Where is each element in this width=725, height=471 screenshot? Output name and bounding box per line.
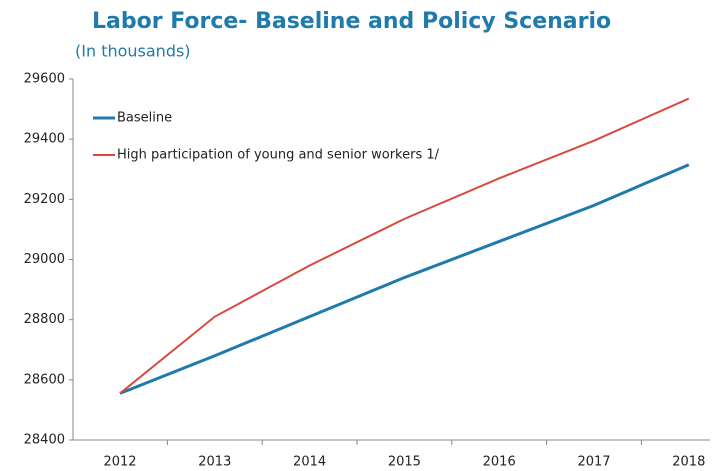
x-tick-label: 2013 xyxy=(198,455,231,470)
y-tick-label: 28400 xyxy=(24,433,65,448)
series-line xyxy=(119,163,690,395)
x-tick-label: 2016 xyxy=(483,455,516,470)
chart-title: Labor Force- Baseline and Policy Scenari… xyxy=(92,9,611,34)
x-tick-label: 2014 xyxy=(293,455,326,470)
y-tick-label: 29600 xyxy=(24,72,65,87)
x-tick-label: 2015 xyxy=(388,455,421,470)
series-line xyxy=(119,97,690,395)
legend-label: High participation of young and senior w… xyxy=(117,148,440,163)
y-tick-label: 28600 xyxy=(24,372,65,387)
y-tick-label: 29200 xyxy=(24,192,65,207)
legend-label: Baseline xyxy=(117,111,172,126)
x-tick-label: 2017 xyxy=(577,455,610,470)
y-tick-label: 29400 xyxy=(24,132,65,147)
y-tick-label: 28800 xyxy=(24,312,65,327)
y-tick-label: 29000 xyxy=(24,252,65,267)
x-tick-label: 2012 xyxy=(103,455,136,470)
x-tick-label: 2018 xyxy=(672,455,705,470)
chart-subtitle: (In thousands) xyxy=(75,42,191,61)
